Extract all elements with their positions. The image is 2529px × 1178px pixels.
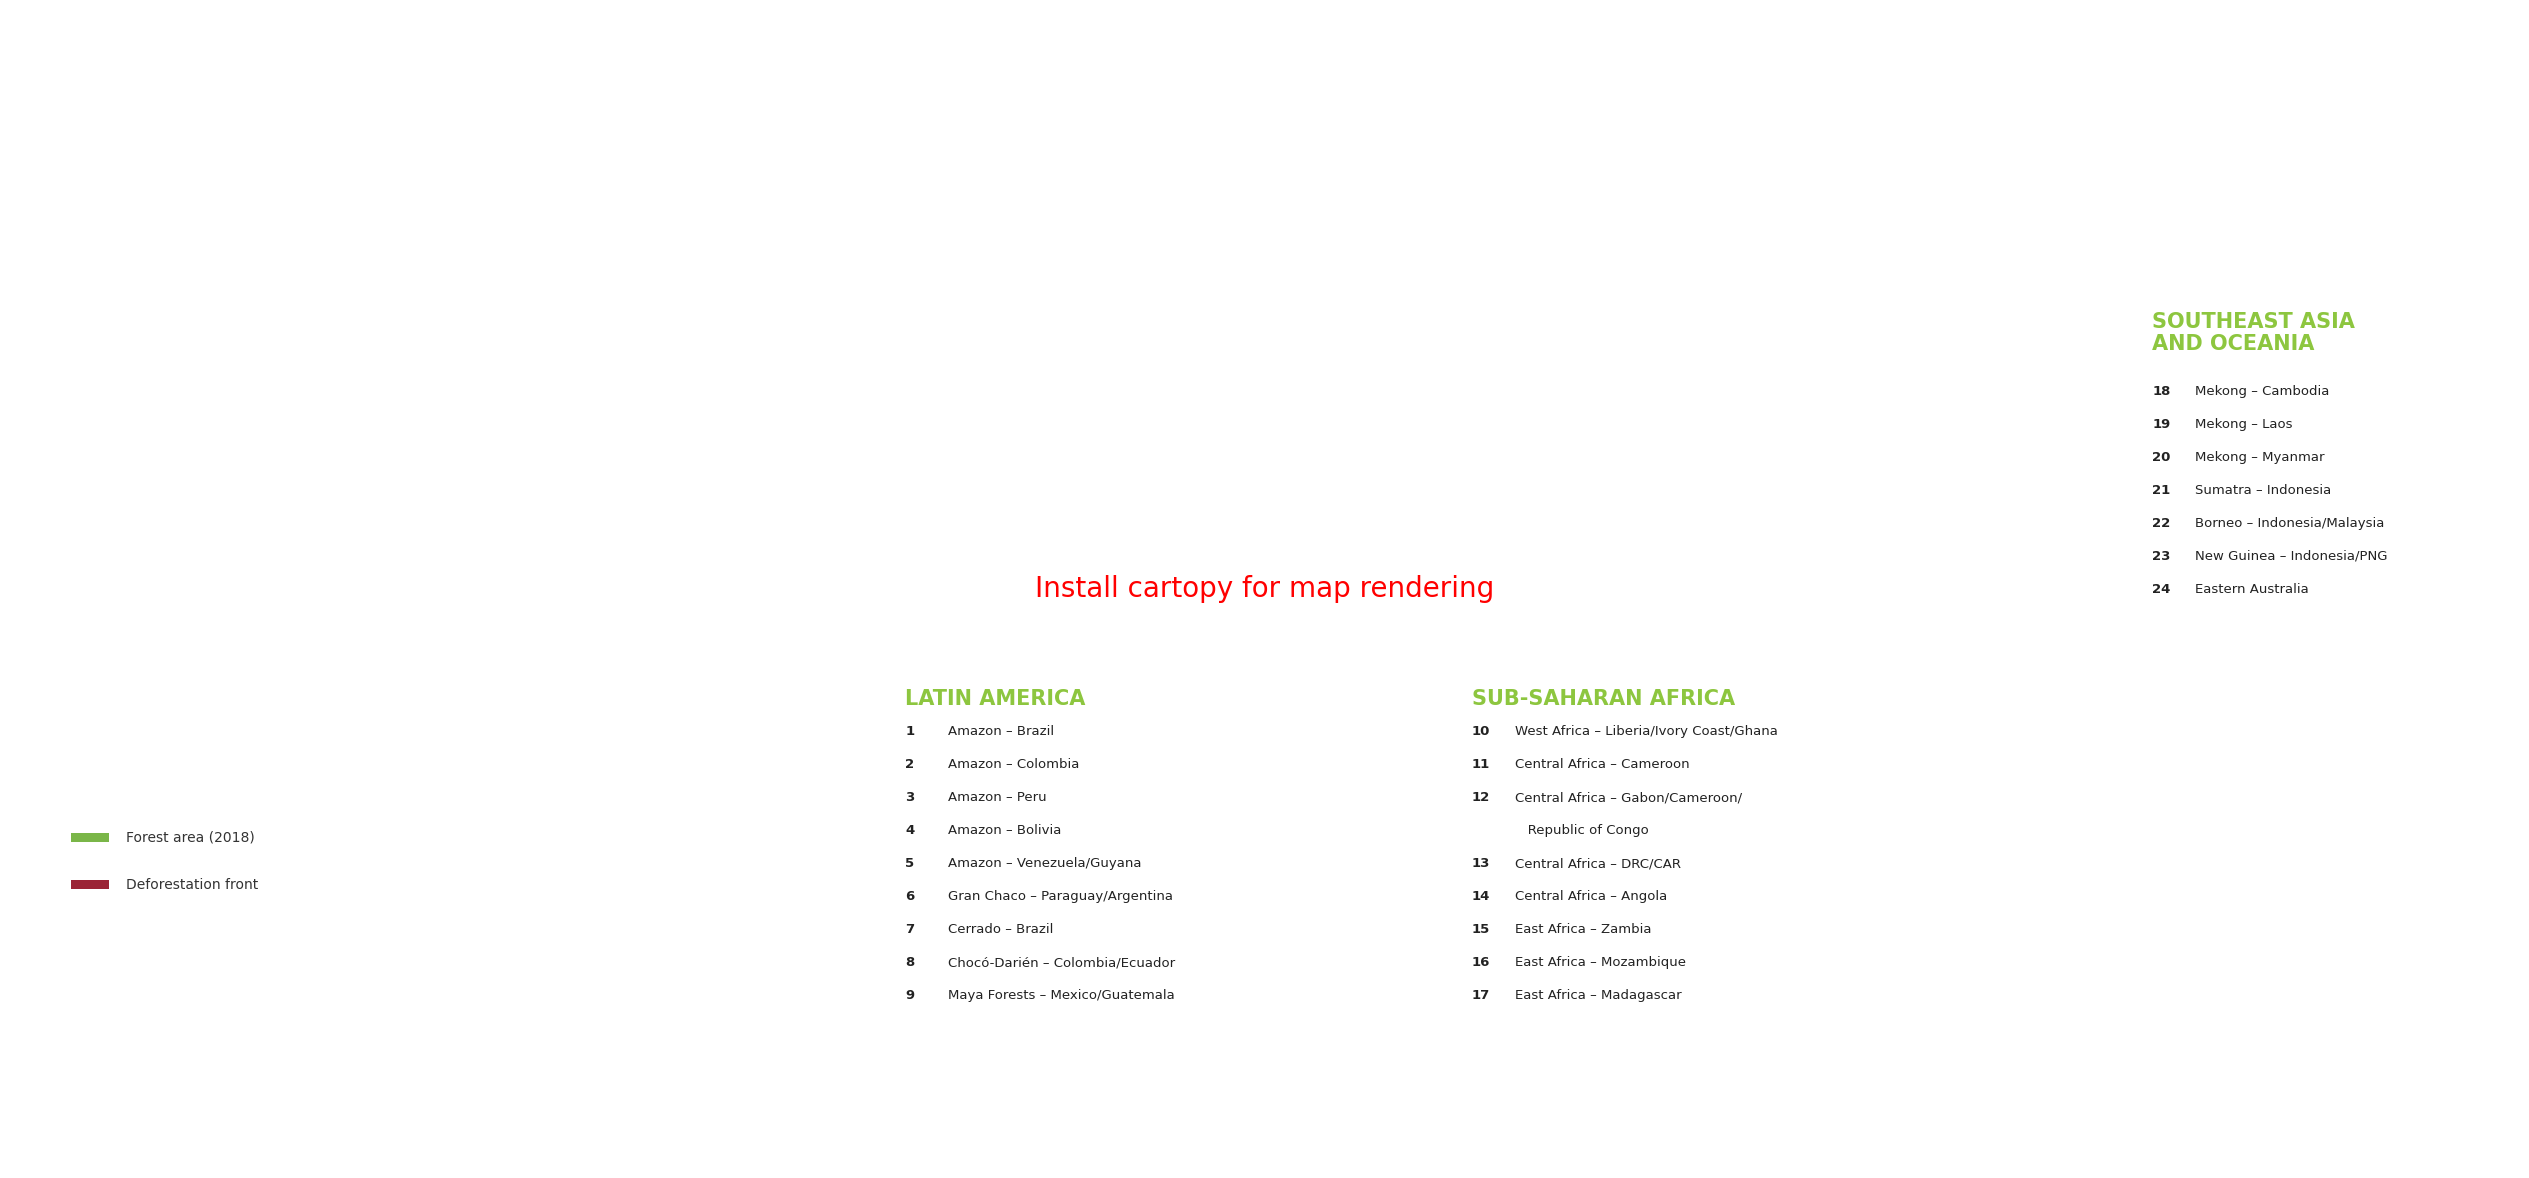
Text: 13: 13 bbox=[1472, 858, 1490, 871]
Text: Install cartopy for map rendering: Install cartopy for map rendering bbox=[1034, 575, 1495, 603]
Text: Amazon – Peru: Amazon – Peru bbox=[948, 792, 1047, 805]
Text: Republic of Congo: Republic of Congo bbox=[1515, 825, 1649, 838]
Text: Central Africa – Cameroon: Central Africa – Cameroon bbox=[1515, 759, 1689, 772]
Text: 1: 1 bbox=[905, 726, 915, 739]
Text: LATIN AMERICA: LATIN AMERICA bbox=[905, 689, 1085, 709]
Text: Chocó-Darién – Colombia/Ecuador: Chocó-Darién – Colombia/Ecuador bbox=[948, 957, 1176, 969]
Text: 21: 21 bbox=[2152, 484, 2170, 497]
Text: New Guinea – Indonesia/PNG: New Guinea – Indonesia/PNG bbox=[2195, 550, 2387, 563]
Text: SUB-SAHARAN AFRICA: SUB-SAHARAN AFRICA bbox=[1472, 689, 1735, 709]
Text: SOUTHEAST ASIA
AND OCEANIA: SOUTHEAST ASIA AND OCEANIA bbox=[2152, 312, 2354, 353]
Text: Mekong – Laos: Mekong – Laos bbox=[2195, 418, 2294, 431]
Text: Central Africa – DRC/CAR: Central Africa – DRC/CAR bbox=[1515, 858, 1682, 871]
Text: 14: 14 bbox=[1472, 891, 1490, 904]
Text: 10: 10 bbox=[1472, 726, 1490, 739]
Text: Eastern Australia: Eastern Australia bbox=[2195, 583, 2309, 596]
Text: Sumatra – Indonesia: Sumatra – Indonesia bbox=[2195, 484, 2332, 497]
Text: 22: 22 bbox=[2152, 517, 2170, 530]
Text: Gran Chaco – Paraguay/Argentina: Gran Chaco – Paraguay/Argentina bbox=[948, 891, 1173, 904]
FancyBboxPatch shape bbox=[71, 880, 109, 889]
Text: 16: 16 bbox=[1472, 957, 1490, 969]
Text: 18: 18 bbox=[2152, 385, 2170, 398]
Text: 7: 7 bbox=[905, 924, 915, 937]
Text: Central Africa – Gabon/Cameroon/: Central Africa – Gabon/Cameroon/ bbox=[1515, 792, 1742, 805]
Text: 17: 17 bbox=[1472, 990, 1490, 1002]
Text: West Africa – Liberia/Ivory Coast/Ghana: West Africa – Liberia/Ivory Coast/Ghana bbox=[1515, 726, 1778, 739]
Text: East Africa – Mozambique: East Africa – Mozambique bbox=[1515, 957, 1687, 969]
Text: 5: 5 bbox=[905, 858, 915, 871]
Text: 6: 6 bbox=[905, 891, 915, 904]
Text: Borneo – Indonesia/Malaysia: Borneo – Indonesia/Malaysia bbox=[2195, 517, 2385, 530]
Text: 9: 9 bbox=[905, 990, 915, 1002]
FancyBboxPatch shape bbox=[71, 833, 109, 842]
Text: Maya Forests – Mexico/Guatemala: Maya Forests – Mexico/Guatemala bbox=[948, 990, 1176, 1002]
Text: Deforestation front: Deforestation front bbox=[126, 878, 258, 892]
Text: Amazon – Colombia: Amazon – Colombia bbox=[948, 759, 1080, 772]
Text: Cerrado – Brazil: Cerrado – Brazil bbox=[948, 924, 1055, 937]
Text: 12: 12 bbox=[1472, 792, 1490, 805]
Text: Forest area (2018): Forest area (2018) bbox=[126, 830, 255, 845]
Text: Mekong – Myanmar: Mekong – Myanmar bbox=[2195, 451, 2324, 464]
Text: East Africa – Zambia: East Africa – Zambia bbox=[1515, 924, 1651, 937]
Text: 3: 3 bbox=[905, 792, 915, 805]
Text: 23: 23 bbox=[2152, 550, 2170, 563]
Text: 24: 24 bbox=[2152, 583, 2170, 596]
Text: Central Africa – Angola: Central Africa – Angola bbox=[1515, 891, 1667, 904]
Text: 2: 2 bbox=[905, 759, 915, 772]
Text: Amazon – Bolivia: Amazon – Bolivia bbox=[948, 825, 1062, 838]
Text: 4: 4 bbox=[905, 825, 915, 838]
Text: Mekong – Cambodia: Mekong – Cambodia bbox=[2195, 385, 2329, 398]
Text: 19: 19 bbox=[2152, 418, 2170, 431]
Text: East Africa – Madagascar: East Africa – Madagascar bbox=[1515, 990, 1682, 1002]
Text: Amazon – Brazil: Amazon – Brazil bbox=[948, 726, 1055, 739]
Text: Amazon – Venezuela/Guyana: Amazon – Venezuela/Guyana bbox=[948, 858, 1143, 871]
Text: 11: 11 bbox=[1472, 759, 1490, 772]
Text: 20: 20 bbox=[2152, 451, 2170, 464]
Text: 15: 15 bbox=[1472, 924, 1490, 937]
Text: 8: 8 bbox=[905, 957, 915, 969]
